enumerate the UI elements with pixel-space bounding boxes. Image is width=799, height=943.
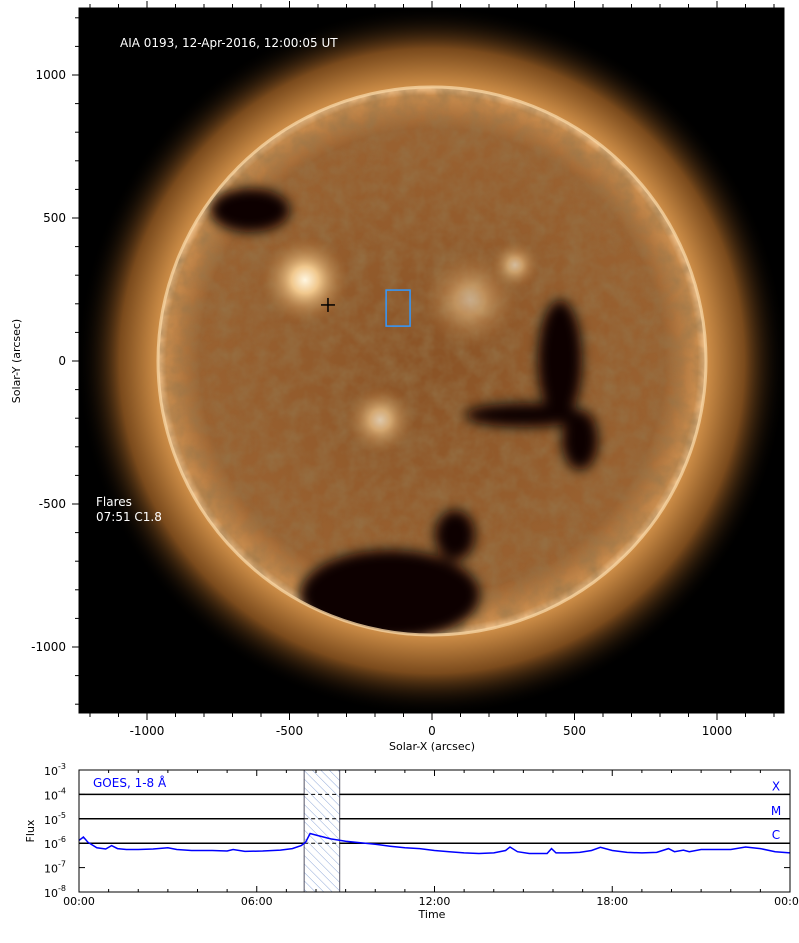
class-label: M — [771, 804, 781, 818]
x-tick-label: -1000 — [130, 724, 165, 738]
y-tick-label: -500 — [39, 497, 66, 511]
y-tick-label: 10-3 — [44, 762, 66, 778]
solar-disk — [158, 87, 706, 635]
x-tick-label: 06:00 — [241, 895, 273, 908]
flares-label: Flares — [96, 495, 132, 509]
y-tick-label: -1000 — [31, 640, 66, 654]
goes-flux-line — [79, 832, 790, 855]
goes-legend: GOES, 1-8 Å — [93, 775, 167, 790]
x-tick-label: 00:00 — [63, 895, 95, 908]
coronal-holes — [210, 188, 598, 635]
x-tick-label: 18:00 — [596, 895, 628, 908]
goes-plot: XMC 00:00 06:00 12:00 18:00 00:00 10-3 10-4 10-… — [24, 762, 799, 921]
image-ylabel: Solar-Y (arcsec) — [10, 319, 23, 403]
x-tick-label: 0 — [428, 724, 436, 738]
y-tick-label: 10-6 — [44, 835, 66, 851]
y-tick-label: 500 — [43, 211, 66, 225]
highlight-rect — [303, 769, 341, 893]
y-tick-label: 10-4 — [44, 786, 66, 802]
aia-image-panel: AIA 0193, 12-Apr-2016, 12:00:05 UT Flare… — [79, 8, 784, 713]
class-label: C — [772, 828, 780, 842]
flare-class-lines: XMC — [79, 779, 790, 844]
y-tick-label: 1000 — [35, 68, 66, 82]
region-box — [385, 289, 411, 327]
x-tick-label: 500 — [563, 724, 586, 738]
active-region — [260, 235, 350, 325]
image-title: AIA 0193, 12-Apr-2016, 12:00:05 UT — [120, 36, 338, 50]
y-tick-label: 0 — [58, 354, 66, 368]
flare-entry: 07:51 C1.8 — [96, 510, 162, 524]
flare-cross-marker — [320, 297, 335, 312]
highlight-interval — [303, 769, 341, 893]
x-tick-label: 00:00 — [774, 895, 799, 908]
goes-xlabel: Time — [418, 908, 446, 921]
image-xlabel: Solar-X (arcsec) — [389, 740, 475, 753]
class-label: X — [772, 779, 780, 793]
goes-ylabel: Flux — [24, 819, 37, 842]
goes-axes: 00:00 06:00 12:00 18:00 00:00 10-3 10-4 10-5 10-… — [44, 762, 799, 908]
x-tick-label: 1000 — [702, 724, 733, 738]
y-tick-label: 10-7 — [44, 860, 66, 876]
image-axes: -1000 -500 0 500 1000 1000 500 0 -500 -1000 — [31, 1, 775, 738]
y-tick-label: 10-5 — [44, 811, 66, 827]
x-tick-label: -500 — [276, 724, 303, 738]
x-tick-label: 12:00 — [419, 895, 451, 908]
